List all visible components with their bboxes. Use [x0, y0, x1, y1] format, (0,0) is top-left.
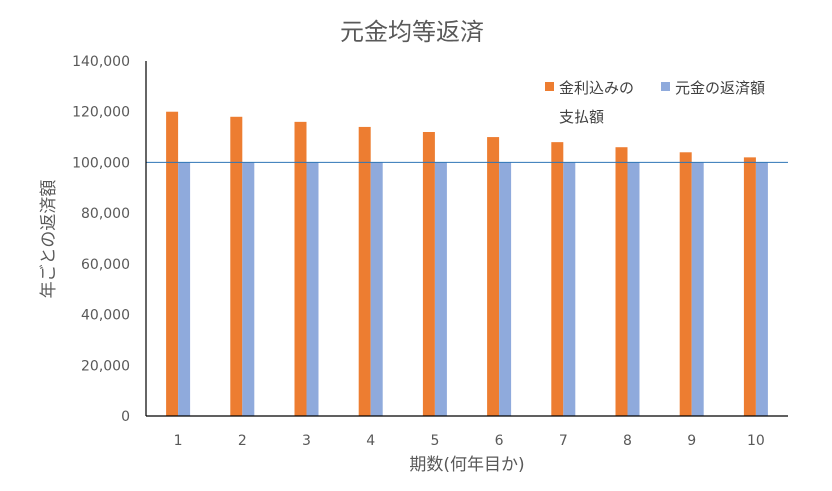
x-axis-title: 期数(何年目か) [409, 455, 524, 475]
bar-series2-9 [691, 162, 704, 416]
x-tick-label: 3 [302, 433, 311, 449]
x-tick-label: 10 [747, 433, 765, 449]
legend-swatch-series2 [661, 82, 670, 91]
y-tick-label: 40,000 [81, 308, 130, 324]
bar-series2-1 [178, 162, 191, 416]
legend-label-series2: 元金の返済額 [675, 79, 765, 97]
legend-label-series1: 金利込みの [559, 79, 634, 97]
bar-series1-8 [615, 147, 628, 416]
bar-series1-9 [679, 152, 692, 417]
y-tick-label: 140,000 [72, 54, 130, 70]
bar-series1-2 [230, 116, 243, 417]
x-tick-label: 2 [238, 433, 247, 449]
legend-label-series1: 支払額 [559, 108, 604, 126]
bar-series2-5 [434, 162, 447, 416]
chart-title: 元金均等返済 [340, 18, 484, 46]
bar-series2-10 [755, 162, 768, 416]
bar-series2-8 [627, 162, 640, 416]
bar-series1-4 [358, 126, 371, 416]
x-tick-label: 6 [495, 433, 504, 449]
bar-series2-6 [499, 162, 512, 416]
y-axis-title: 年ごとの返済額 [39, 180, 59, 299]
y-tick-label: 120,000 [72, 105, 130, 121]
bar-series1-10 [743, 157, 756, 416]
x-tick-label: 1 [174, 433, 183, 449]
bar-series2-2 [242, 162, 255, 416]
x-tick-label: 4 [366, 433, 375, 449]
bar-series1-3 [294, 121, 307, 416]
bar-series2-4 [370, 162, 383, 416]
bar-series1-7 [551, 142, 564, 416]
plot-area: 0 20,000 40,000 60,000 80,000 100,000 120,000 1… [72, 54, 788, 449]
bar-series2-3 [306, 162, 319, 416]
bar-series1-6 [487, 137, 500, 417]
x-tick-label: 7 [559, 433, 568, 449]
bar-series2-7 [563, 162, 576, 416]
y-tick-label: 20,000 [81, 358, 130, 374]
y-tick-label: 80,000 [81, 206, 130, 222]
y-tick-label: 0 [121, 409, 130, 425]
y-tick-label: 100,000 [72, 155, 130, 171]
x-tick-label: 8 [623, 433, 632, 449]
x-tick-label: 5 [430, 433, 439, 449]
bar-series1-5 [422, 132, 435, 416]
x-tick-label: 9 [687, 433, 696, 449]
legend-swatch-series1 [545, 82, 554, 91]
bar-series1-1 [166, 111, 179, 416]
y-tick-label: 60,000 [81, 257, 130, 273]
